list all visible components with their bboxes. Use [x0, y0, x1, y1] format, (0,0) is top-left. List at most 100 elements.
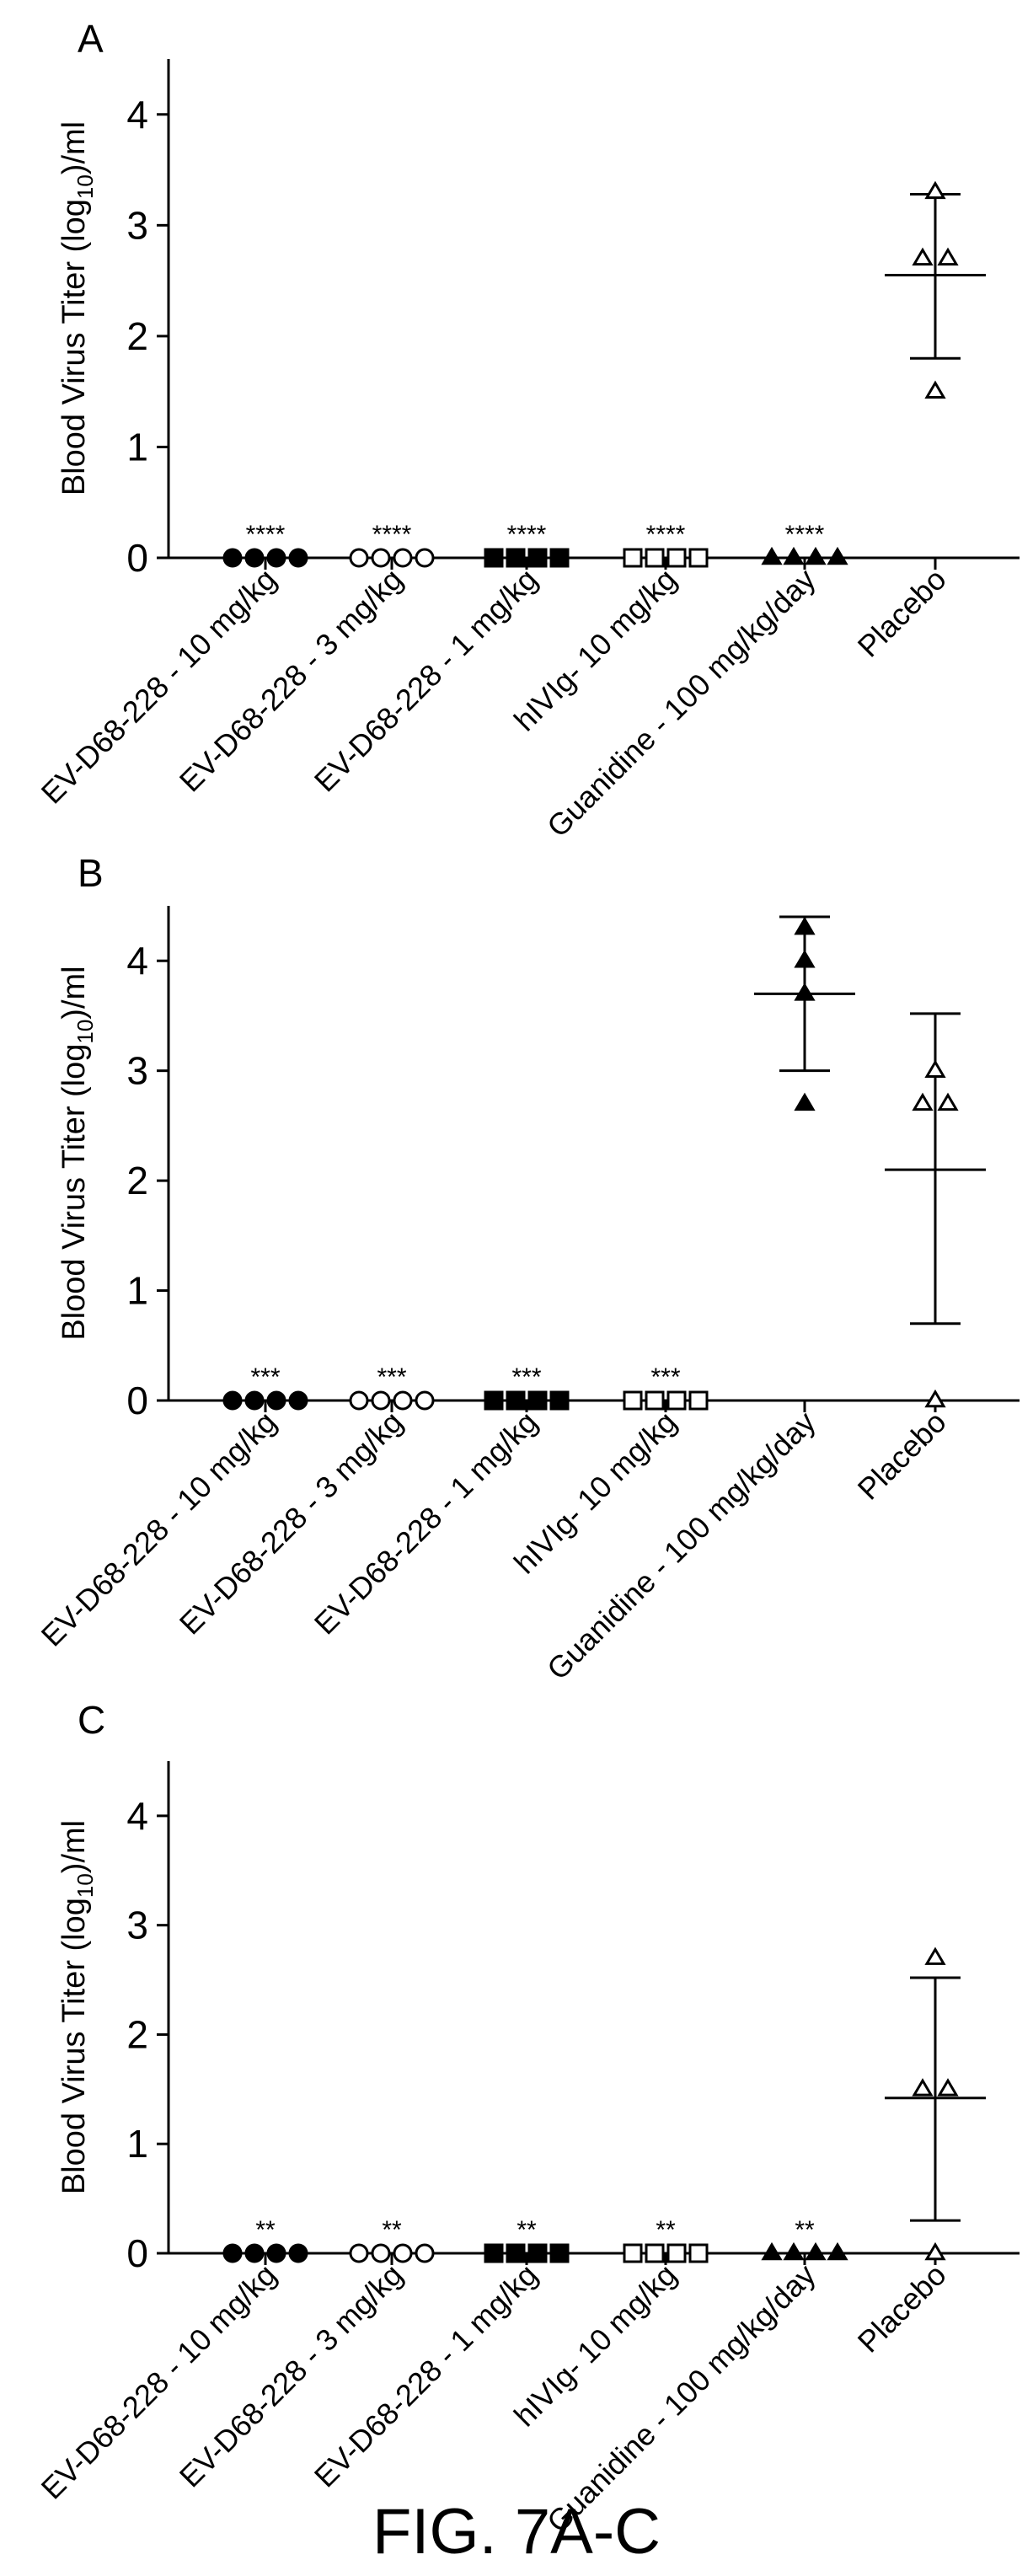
significance-marker: ***: [377, 1363, 406, 1391]
data-point: [506, 548, 526, 568]
data-point: [924, 180, 946, 200]
data-point: [266, 548, 286, 568]
y-tick-label: 1: [126, 1269, 148, 1313]
significance-marker: ***: [511, 1363, 541, 1391]
data-point: [288, 2243, 308, 2263]
data-point: [549, 548, 570, 568]
y-tick-label: 4: [126, 93, 148, 137]
data-point: [794, 916, 816, 935]
data-point: [222, 1390, 243, 1411]
data-point: [415, 548, 435, 568]
data-point: [222, 2243, 243, 2263]
data-point: [244, 1390, 265, 1411]
y-tick-label: 2: [126, 314, 148, 358]
significance-marker: **: [255, 2216, 276, 2244]
y-tick-label: 0: [126, 1379, 148, 1422]
data-point: [506, 1390, 526, 1411]
category-label: Guanidine - 100 mg/kg/day: [540, 1405, 822, 1687]
y-tick-label: 4: [126, 1794, 148, 1838]
data-point: [937, 1092, 959, 1111]
data-point: [371, 1390, 391, 1411]
data-point: [527, 1390, 548, 1411]
category-label: EV-D68-228 - 3 mg/kg: [173, 1405, 409, 1641]
data-point: [912, 247, 934, 266]
y-tick-label: 2: [126, 1159, 148, 1202]
significance-marker: ****: [785, 521, 825, 549]
data-point: [924, 2241, 946, 2261]
group-6: Placebo: [851, 180, 986, 664]
data-point: [371, 548, 391, 568]
y-tick-label: 3: [126, 1049, 148, 1093]
data-point: [924, 380, 946, 399]
panel-c: C 0 1 2 3 4 Blood Virus Titer (log10)/ml ** EV-D…: [35, 1698, 1020, 2539]
group-1: *** EV-D68-228 - 10 mg/kg: [35, 1363, 308, 1653]
data-point: [623, 2243, 643, 2263]
data-point: [484, 2243, 504, 2263]
group-3: ** EV-D68-228 - 1 mg/kg: [308, 2216, 570, 2494]
category-label: EV-D68-228 - 1 mg/kg: [308, 1405, 544, 1641]
significance-marker: **: [656, 2216, 676, 2244]
group-6: Placebo: [851, 1947, 986, 2359]
category-label: EV-D68-228 - 3 mg/kg: [173, 562, 409, 799]
category-label: EV-D68-228 - 10 mg/kg: [35, 2257, 283, 2506]
category-label: EV-D68-228 - 1 mg/kg: [308, 562, 544, 799]
data-point: [244, 548, 265, 568]
y-axis-label: Blood Virus Titer (log10)/ml: [56, 966, 98, 1340]
data-point: [783, 2241, 805, 2261]
group-1: ** EV-D68-228 - 10 mg/kg: [35, 2216, 308, 2506]
significance-marker: **: [382, 2216, 402, 2244]
category-label: Placebo: [851, 562, 953, 664]
group-1: **** EV-D68-228 - 10 mg/kg: [35, 521, 308, 811]
data-point: [549, 2243, 570, 2263]
data-point: [827, 2241, 848, 2261]
category-label: Guanidine - 100 mg/kg/day: [540, 562, 822, 844]
data-point: [666, 548, 687, 568]
data-point: [415, 2243, 435, 2263]
y-tick-label: 4: [126, 939, 148, 983]
data-point: [288, 1390, 308, 1411]
category-label: EV-D68-228 - 1 mg/kg: [308, 2257, 544, 2494]
category-label: EV-D68-228 - 10 mg/kg: [35, 562, 283, 811]
significance-marker: ***: [250, 1363, 280, 1391]
significance-marker: **: [516, 2216, 537, 2244]
data-point: [794, 983, 816, 1001]
data-point: [349, 548, 369, 568]
panel-letter: C: [78, 1698, 105, 1742]
category-label: EV-D68-228 - 3 mg/kg: [173, 2257, 409, 2494]
data-point: [937, 2078, 959, 2097]
group-3: *** EV-D68-228 - 1 mg/kg: [308, 1363, 570, 1641]
data-point: [688, 548, 709, 568]
data-point: [805, 546, 827, 565]
figure-caption: FIG. 7A-C: [372, 2496, 661, 2568]
y-tick-label: 3: [126, 1904, 148, 1947]
y-axis-label: Blood Virus Titer (log10)/ml: [56, 121, 98, 495]
data-point: [688, 1390, 709, 1411]
y-tick-label: 0: [126, 536, 148, 580]
data-point: [549, 1390, 570, 1411]
y-tick-label: 3: [126, 203, 148, 247]
data-point: [912, 1092, 934, 1111]
data-point: [527, 2243, 548, 2263]
data-point: [244, 2243, 265, 2263]
data-point: [794, 950, 816, 968]
group-3: **** EV-D68-228 - 1 mg/kg: [308, 521, 570, 799]
data-point: [761, 546, 783, 565]
data-point: [645, 2243, 665, 2263]
significance-marker: **: [795, 2216, 815, 2244]
data-point: [266, 1390, 286, 1411]
data-point: [371, 2243, 391, 2263]
y-axis-label: Blood Virus Titer (log10)/ml: [56, 1820, 98, 2194]
data-point: [805, 2241, 827, 2261]
significance-marker: ****: [246, 521, 286, 549]
data-point: [393, 1390, 413, 1411]
data-point: [623, 548, 643, 568]
data-point: [783, 546, 805, 565]
data-point: [484, 548, 504, 568]
data-point: [393, 548, 413, 568]
data-point: [415, 1390, 435, 1411]
significance-marker: ****: [507, 521, 547, 549]
data-point: [623, 1390, 643, 1411]
data-point: [266, 2243, 286, 2263]
data-point: [924, 1389, 946, 1408]
